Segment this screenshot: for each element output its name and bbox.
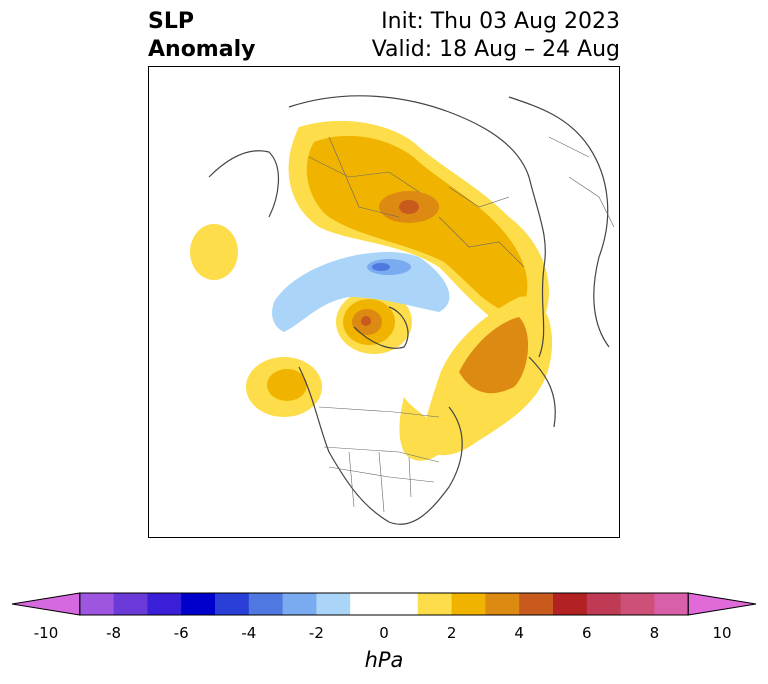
colorbar-cell (350, 593, 385, 615)
political-borders (308, 136, 615, 513)
colorbar-tick-label: -2 (308, 624, 324, 642)
colorbar-cell (282, 593, 317, 615)
colorbar-tick-labels: -10 -8 -6 -4 -2 0 2 4 6 8 10 (0, 624, 768, 644)
colorbar-cell (654, 593, 689, 615)
title-right: Init: Thu 03 Aug 2023 Valid: 18 Aug – 24… (372, 8, 620, 64)
colorbar-cell (215, 593, 250, 615)
colorbar-cell (181, 593, 216, 615)
colorbar-cell (248, 593, 284, 615)
colorbar-cell (417, 593, 453, 615)
colorbar-tick-label: -10 (33, 624, 59, 642)
negative-anomaly-shading (272, 252, 450, 332)
colorbar-border (79, 592, 689, 616)
colorbar-cell (147, 593, 182, 615)
colorbar-cell (384, 593, 419, 615)
title-anomaly: Anomaly (148, 37, 256, 62)
colorbar-extend-low (11, 592, 81, 616)
colorbar-cell (451, 593, 486, 615)
colorbar-cell (485, 593, 520, 615)
colorbar-tick-label: -4 (241, 624, 257, 642)
colorbar-tick-label: 4 (514, 624, 524, 642)
positive-anomaly-shading (190, 120, 553, 461)
colorbar-cells (11, 592, 757, 616)
colorbar (11, 592, 757, 616)
colorbar-tick-label: 10 (712, 624, 732, 642)
colorbar-tick-label: -8 (106, 624, 122, 642)
init-date: Init: Thu 03 Aug 2023 (381, 9, 620, 34)
colorbar-tick-label: -6 (173, 624, 189, 642)
colorbar-cell (79, 593, 115, 615)
anomaly-map (190, 95, 615, 525)
map-panel (148, 66, 620, 538)
title-left: SLP Anomaly (148, 8, 255, 64)
colorbar-cell (553, 593, 588, 615)
colorbar-tick-label: 6 (582, 624, 592, 642)
colorbar-extend-high (687, 592, 757, 616)
valid-range: Valid: 18 Aug – 24 Aug (371, 37, 620, 62)
colorbar-tick-label: 2 (446, 624, 457, 642)
colorbar-tick-label: 8 (649, 624, 660, 642)
colorbar-cell (519, 593, 554, 615)
coastlines (208, 95, 610, 525)
colorbar-cell (316, 593, 351, 615)
colorbar-cell (113, 593, 148, 615)
colorbar-tick-label: 0 (379, 624, 389, 642)
colorbar-cell (620, 593, 655, 615)
colorbar-cell (586, 593, 622, 615)
title-slp: SLP (148, 9, 194, 34)
colorbar-units: hPa (364, 648, 404, 672)
